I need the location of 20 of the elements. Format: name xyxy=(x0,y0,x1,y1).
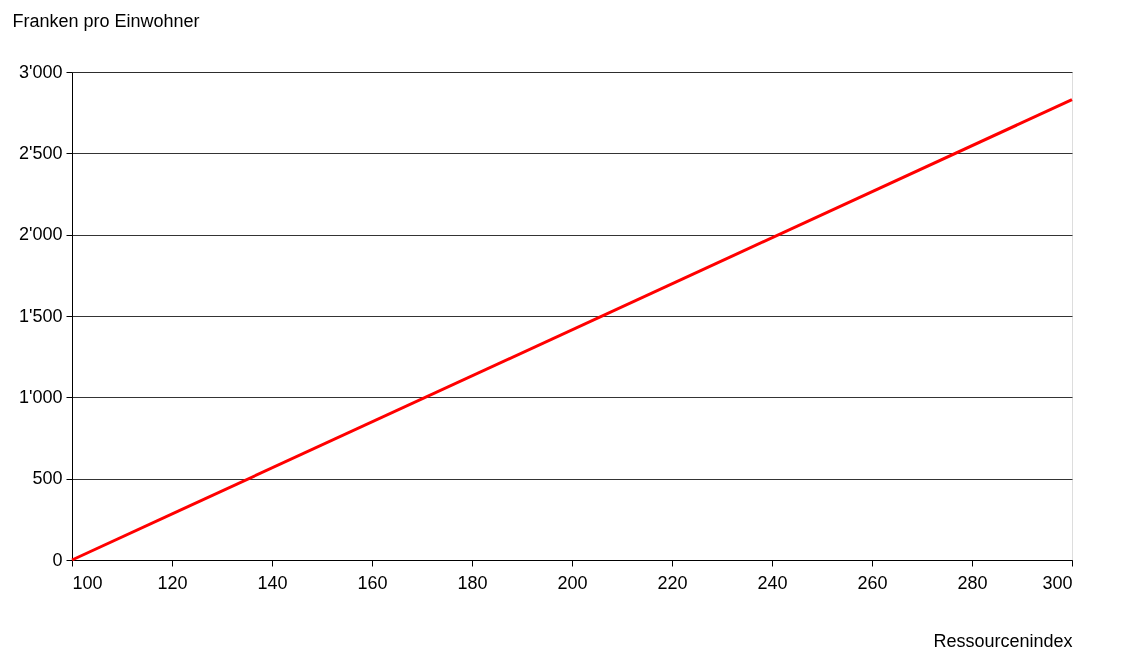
x-tick-label: 220 xyxy=(657,572,688,593)
x-tick-label: 200 xyxy=(557,572,588,593)
y-tick-label: 2'500 xyxy=(19,142,63,163)
x-tick-label: 240 xyxy=(757,572,788,593)
x-tick-label: 300 xyxy=(1042,572,1073,593)
y-tick-label: 1'500 xyxy=(19,305,63,326)
y-tick-label: 0 xyxy=(52,549,63,570)
x-axis-title: Ressourcenindex xyxy=(933,630,1073,651)
y-tick-label: 2'000 xyxy=(19,224,63,245)
y-tick-label: 1'000 xyxy=(19,386,63,407)
y-tick-label: 500 xyxy=(32,468,63,489)
x-tick-label: 180 xyxy=(457,572,488,593)
y-axis-title: Franken pro Einwohner xyxy=(12,10,200,31)
y-tick-label: 3'000 xyxy=(19,61,63,82)
x-tick-label: 100 xyxy=(72,572,103,593)
x-tick-label: 280 xyxy=(957,572,988,593)
x-tick-label: 120 xyxy=(157,572,188,593)
x-tick-label: 160 xyxy=(357,572,388,593)
x-tick-label: 260 xyxy=(857,572,888,593)
x-tick-label: 140 xyxy=(257,572,288,593)
